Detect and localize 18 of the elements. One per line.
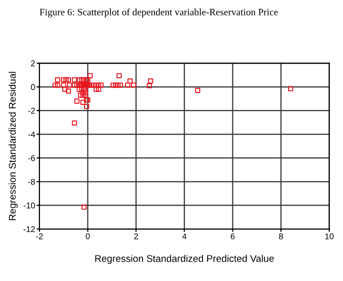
x-tick-label: -2 <box>36 233 43 240</box>
y-tick-label: 2 <box>31 60 35 66</box>
x-axis-title: Regression Standardized Predicted Value <box>95 254 274 264</box>
y-tick-label: -8 <box>28 178 35 185</box>
x-tick-label: 6 <box>230 233 235 240</box>
y-tick-label: -10 <box>24 202 35 208</box>
x-tick-label: 10 <box>325 233 334 240</box>
y-axis-title: Regression Standardized Residual <box>8 72 18 220</box>
y-tick-label: -2 <box>28 108 35 114</box>
x-tick-label: 0 <box>86 233 90 240</box>
chart-title: Figure 6: Scatterplot of dependent variable-Reservation Price <box>40 8 278 18</box>
y-tick-label: -6 <box>28 155 35 162</box>
y-tick-label: -4 <box>28 132 36 138</box>
x-tick-label: 4 <box>182 233 186 240</box>
y-tick-label: -12 <box>24 226 35 232</box>
y-tick-label: 0 <box>30 84 35 90</box>
x-tick-label: 2 <box>134 233 138 240</box>
x-tick-label: 8 <box>279 233 283 240</box>
